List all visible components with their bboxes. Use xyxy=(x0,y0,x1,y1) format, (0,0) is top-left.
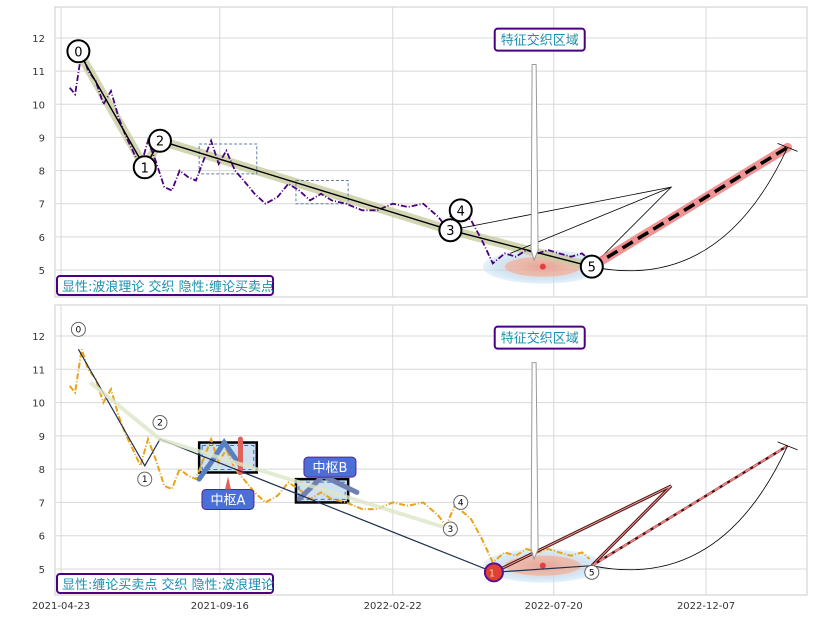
y-tick-label: 6 xyxy=(39,233,45,244)
zone-box-inner xyxy=(298,481,346,500)
wave-point-label: 1 xyxy=(142,475,148,485)
zone-label-arrow xyxy=(225,476,231,490)
wave-point-label: 3 xyxy=(448,525,454,535)
caption-text: 显性:缠论买卖点 交织 隐性:波浪理论 xyxy=(62,577,274,593)
wave-halo xyxy=(89,381,451,532)
y-tick-label: 11 xyxy=(32,67,45,78)
intersection-center-dot xyxy=(539,562,546,569)
wave-point-marker xyxy=(442,521,458,537)
y-tick-label: 8 xyxy=(39,167,45,178)
wave-point-marker xyxy=(66,39,91,64)
y-tick-label: 7 xyxy=(39,200,45,211)
projection-line-inner xyxy=(493,485,672,573)
x-tick-label: 2022-12-07 xyxy=(677,601,735,612)
wave-point-label: 2 xyxy=(156,135,164,150)
caption-box xyxy=(56,275,274,296)
wave-point-marker xyxy=(453,494,469,510)
y-tick-label: 6 xyxy=(39,532,45,543)
buy-point-marker xyxy=(483,562,504,583)
wave-point-label: 4 xyxy=(458,498,464,508)
wave-point-marker xyxy=(132,155,157,180)
wave-point-marker xyxy=(137,471,153,487)
price-line xyxy=(68,348,591,564)
x-tick-label: 2021-04-23 xyxy=(32,601,90,612)
y-tick-label: 10 xyxy=(32,399,45,410)
annotation-box xyxy=(493,27,586,52)
y-tick-label: 8 xyxy=(39,465,45,476)
annotation-text: 特征交织区域 xyxy=(501,331,579,347)
wave-point-label: 0 xyxy=(74,45,82,60)
wave-point-label: 2 xyxy=(157,419,163,429)
callout-arrow xyxy=(530,64,539,262)
forecast-cap xyxy=(777,143,798,152)
y-tick-label: 7 xyxy=(39,498,45,509)
y-tick-label: 9 xyxy=(39,432,45,443)
intersection-center-dot xyxy=(539,263,546,270)
plot-frame xyxy=(54,304,808,596)
forecast-curve xyxy=(591,147,788,272)
wave-point-marker xyxy=(579,254,604,279)
y-tick-label: 11 xyxy=(32,365,45,376)
y-tick-label: 12 xyxy=(32,332,45,343)
caption-box xyxy=(56,573,274,594)
zone-label: 中枢A xyxy=(211,493,246,508)
wave-point-label: 5 xyxy=(588,261,596,276)
wave-point-marker xyxy=(584,564,600,580)
zone-box-b xyxy=(295,180,349,205)
wave-point-marker xyxy=(147,128,172,153)
buy-point-label: 1 xyxy=(489,568,495,579)
wave-point-label: 5 xyxy=(589,568,595,578)
wave-point-label: 4 xyxy=(457,204,465,219)
y-tick-label: 10 xyxy=(32,100,45,111)
wave-point-marker xyxy=(70,321,86,337)
callout-arrow xyxy=(530,362,539,561)
y-tick-label: 9 xyxy=(39,133,45,144)
forecast-curve xyxy=(591,445,788,571)
y-tick-label: 12 xyxy=(32,34,45,45)
zone-a-swing xyxy=(196,438,243,482)
plot-frame xyxy=(54,6,808,298)
wave-point-marker xyxy=(152,415,168,431)
zone-box-inner xyxy=(201,445,255,470)
zone-label: 中枢B xyxy=(312,461,347,476)
x-tick-label: 2021-09-16 xyxy=(191,601,249,612)
forecast-cap xyxy=(777,441,798,451)
annotation-text: 特征交织区域 xyxy=(501,33,579,49)
wave-point-marker xyxy=(438,218,463,243)
zone-box-a xyxy=(198,143,258,175)
y-tick-label: 5 xyxy=(39,565,45,576)
wave-point-label: 3 xyxy=(446,224,454,239)
caption-text: 显性:波浪理论 交织 隐性:缠论买卖点 xyxy=(62,279,274,295)
x-tick-label: 2022-02-22 xyxy=(364,601,422,612)
zone-label-box xyxy=(303,456,357,478)
wave-point-label: 1 xyxy=(141,161,149,176)
projection-line xyxy=(78,51,673,267)
annotation-box xyxy=(493,325,586,350)
wave-point-label: 0 xyxy=(76,325,82,335)
forecast-line xyxy=(590,145,789,269)
y-tick-label: 5 xyxy=(39,266,45,277)
forecast-line xyxy=(591,444,789,567)
x-tick-label: 2022-07-20 xyxy=(525,601,583,612)
wave-point-marker xyxy=(448,198,473,223)
